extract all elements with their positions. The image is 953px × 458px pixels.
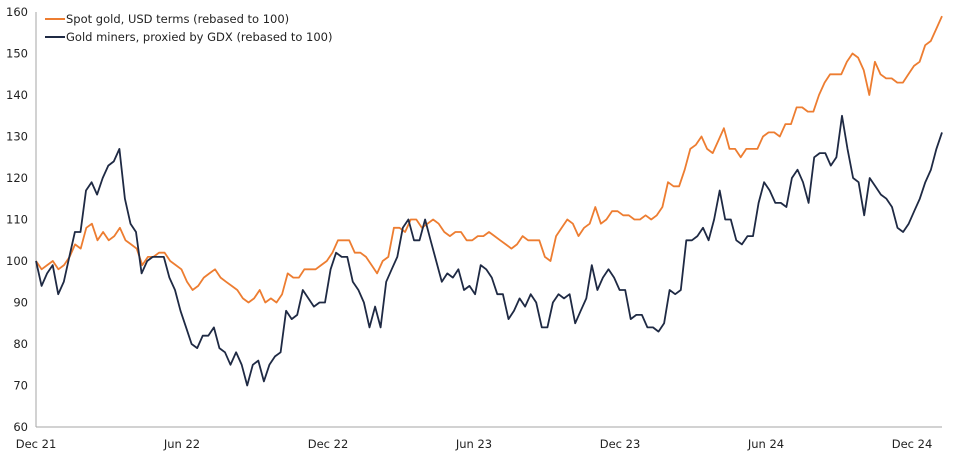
plot-area bbox=[35, 15, 943, 387]
y-tick-label: 60 bbox=[13, 420, 28, 434]
legend: Spot gold, USD terms (rebased to 100) Go… bbox=[45, 12, 332, 44]
legend-label-gold: Spot gold, USD terms (rebased to 100) bbox=[66, 12, 289, 26]
y-tick-label: 150 bbox=[6, 47, 28, 61]
y-tick-label: 100 bbox=[6, 254, 28, 268]
series-line-spot-gold bbox=[35, 15, 943, 304]
y-tick-label: 130 bbox=[6, 130, 28, 144]
y-tick-label: 70 bbox=[13, 379, 28, 393]
y-tick-label: 140 bbox=[6, 88, 28, 102]
y-tick-label: 80 bbox=[13, 337, 28, 351]
legend-label-miners: Gold miners, proxied by GDX (rebased to … bbox=[66, 30, 332, 44]
y-axis: 60 70 80 90 100 110 120 130 140 150 160 bbox=[6, 5, 37, 434]
x-tick-label: Dec 24 bbox=[892, 437, 933, 451]
x-axis: Dec 21 Jun 22 Dec 22 Jun 23 Dec 23 Jun 24 Dec … bbox=[16, 426, 942, 451]
x-tick-label: Dec 22 bbox=[308, 437, 349, 451]
x-tick-label: Jun 22 bbox=[163, 437, 200, 451]
x-tick-label: Dec 21 bbox=[16, 437, 57, 451]
x-tick-label: Jun 23 bbox=[455, 437, 492, 451]
y-tick-label: 110 bbox=[6, 213, 28, 227]
y-tick-label: 120 bbox=[6, 171, 28, 185]
x-tick-label: Jun 24 bbox=[747, 437, 784, 451]
series-line-gold-miners bbox=[35, 114, 943, 387]
y-tick-label: 160 bbox=[6, 5, 28, 19]
y-tick-label: 90 bbox=[13, 296, 28, 310]
x-tick-label: Dec 23 bbox=[600, 437, 641, 451]
